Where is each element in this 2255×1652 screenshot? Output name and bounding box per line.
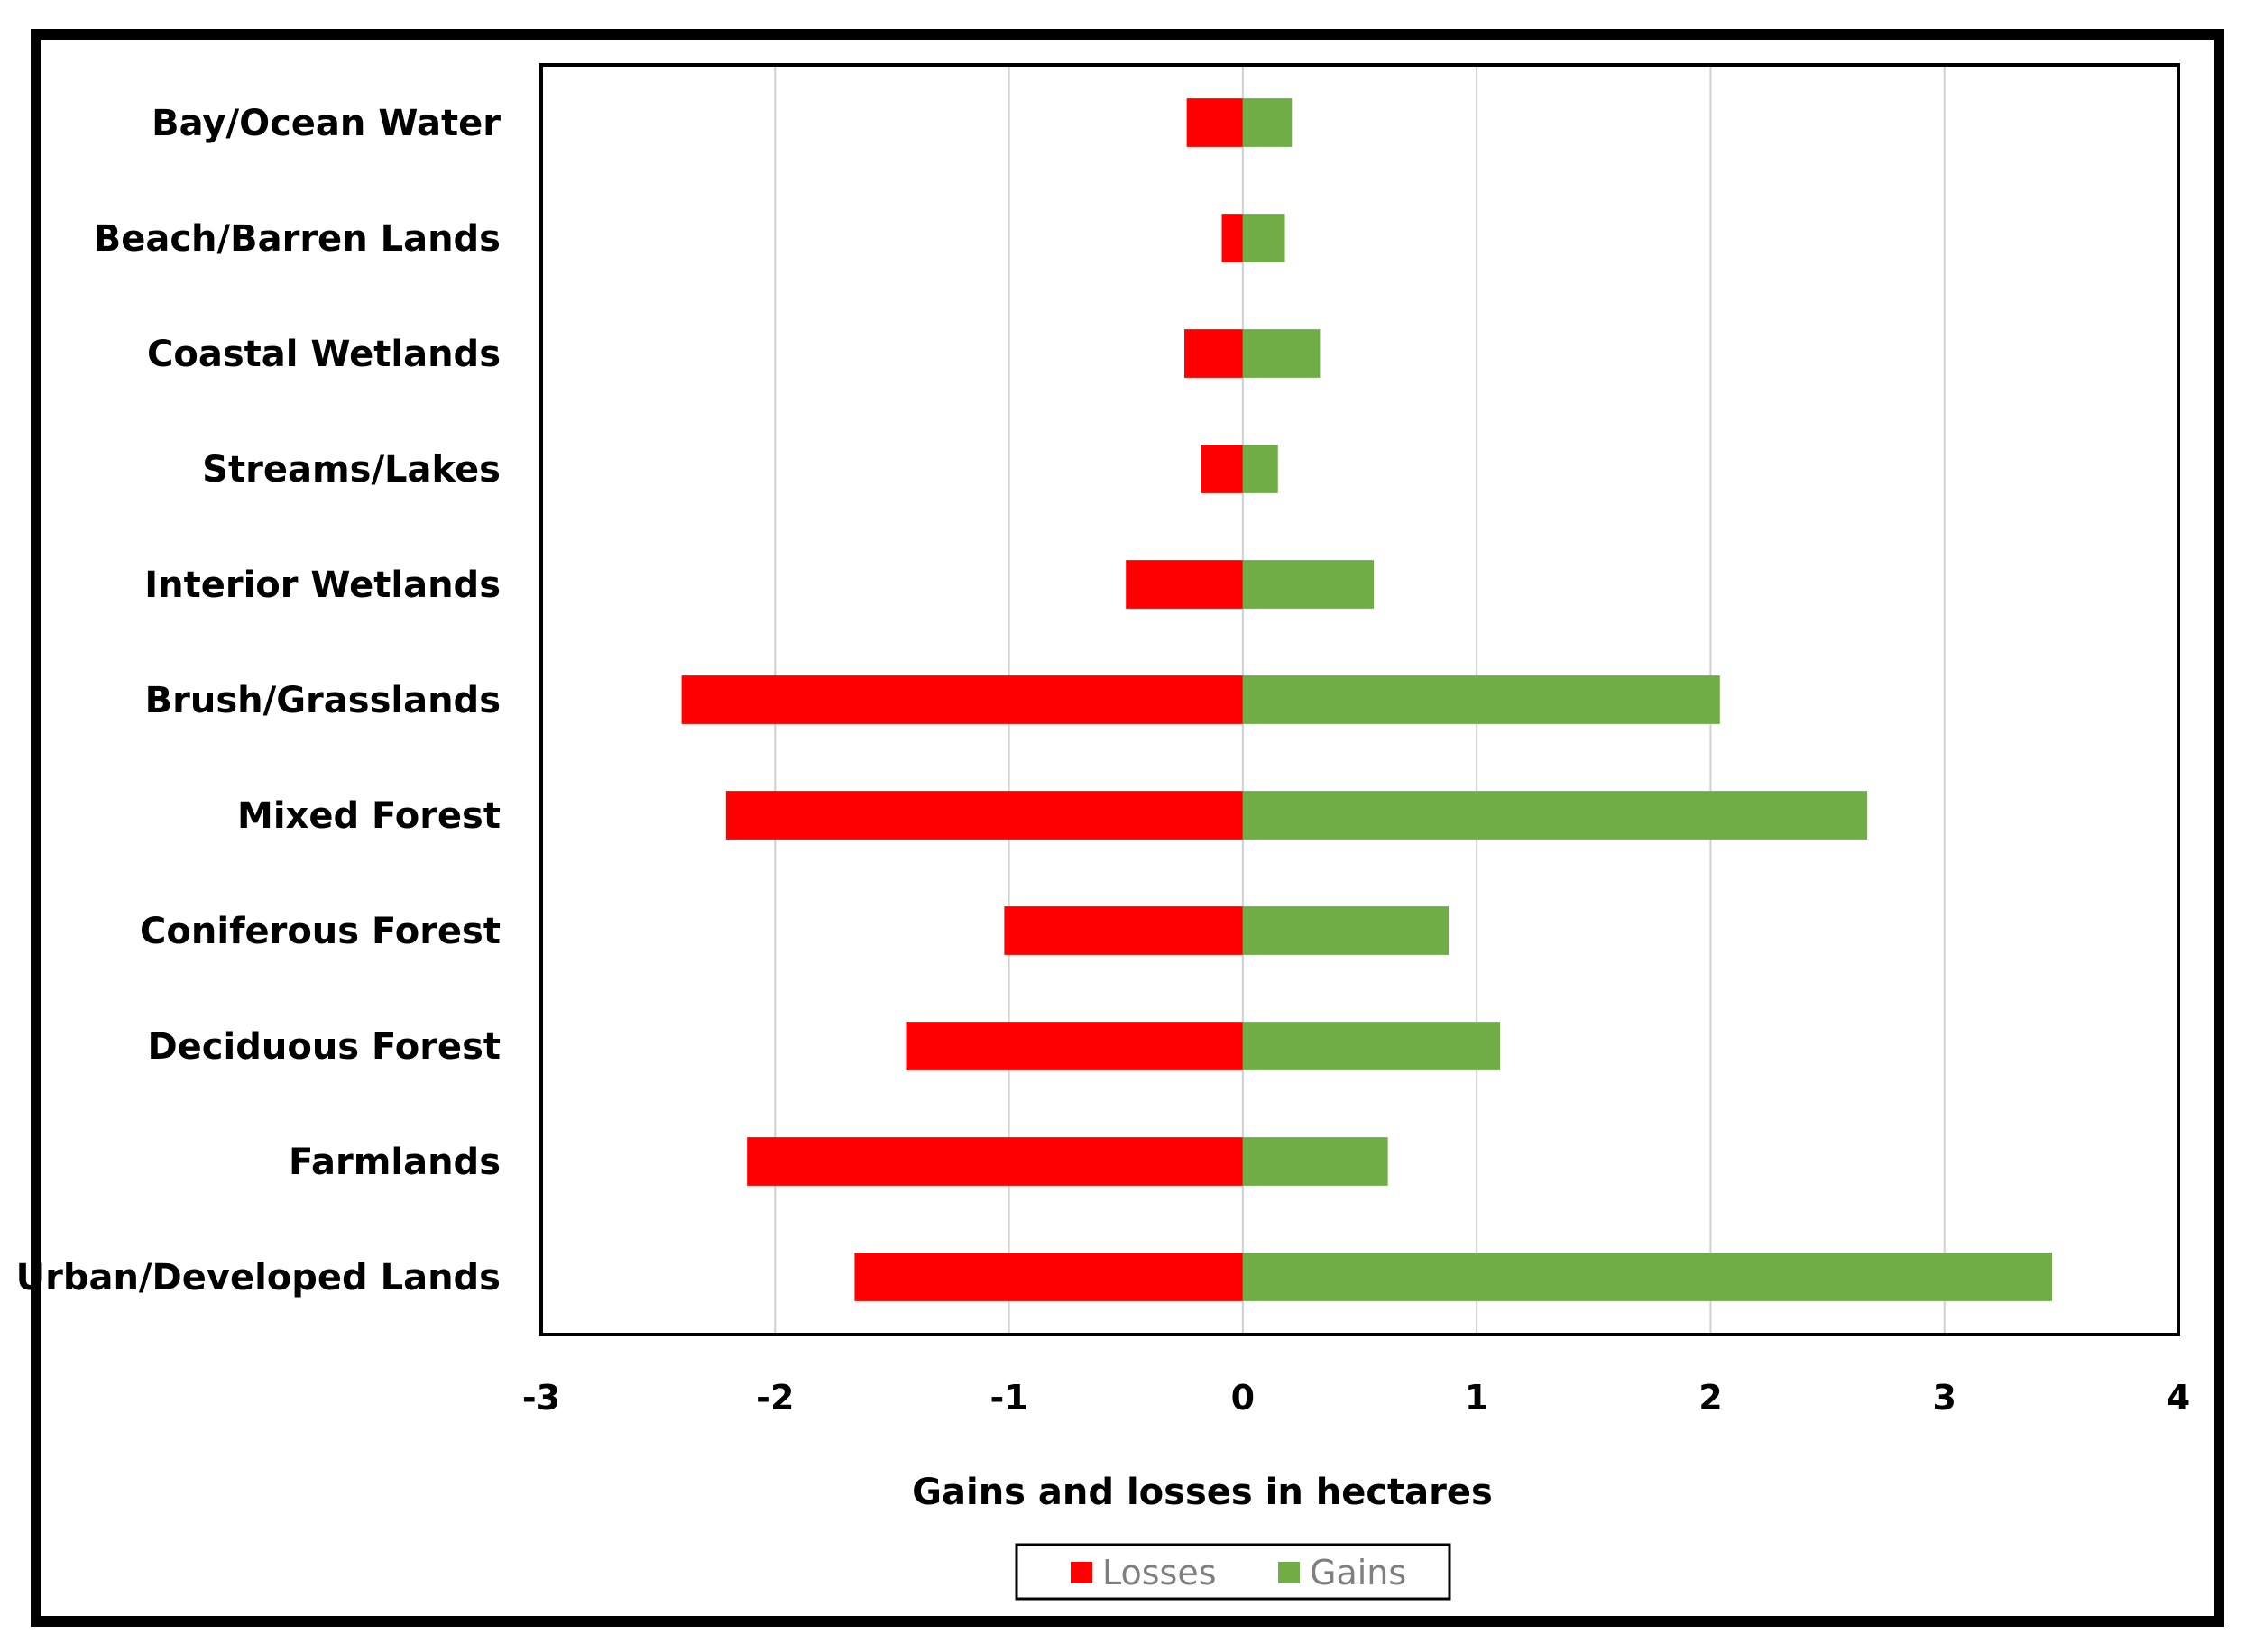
x-tick-label: 1 — [1465, 1378, 1488, 1418]
bar-gains — [1242, 906, 1450, 955]
category-label: Streams/Lakes — [202, 449, 501, 491]
category-label: Coastal Wetlands — [147, 334, 501, 375]
category-label: Coniferous Forest — [140, 911, 501, 952]
x-tick-label: 2 — [1698, 1378, 1722, 1418]
x-tick-labels: -3 -2 -1 0 1 2 3 4 — [522, 1378, 2190, 1418]
bar-losses — [906, 1022, 1243, 1070]
category-label: Farmlands — [289, 1142, 501, 1183]
x-tick-label: -1 — [989, 1378, 1027, 1418]
bar-gains — [1242, 560, 1375, 609]
bar-losses — [1184, 329, 1243, 378]
bars — [681, 98, 2052, 1301]
bar-gains — [1242, 1022, 1501, 1070]
bar-losses — [1126, 560, 1243, 609]
x-axis-title: Gains and losses in hectares — [912, 1472, 1493, 1513]
bar-losses — [1004, 906, 1243, 955]
bar-gains — [1242, 791, 1868, 840]
category-label: Mixed Forest — [237, 795, 501, 837]
legend-label-losses: Losses — [1102, 1553, 1217, 1592]
category-label: Beach/Barren Lands — [94, 218, 501, 260]
bar-losses — [1221, 214, 1243, 262]
bar-losses — [854, 1253, 1243, 1301]
bar-losses — [725, 791, 1243, 840]
bar-gains — [1242, 98, 1293, 147]
legend-swatch-losses — [1071, 1562, 1092, 1583]
category-label: Interior Wetlands — [144, 564, 501, 606]
bar-gains — [1242, 1137, 1388, 1186]
legend: Losses Gains — [1015, 1543, 1451, 1601]
bar-gains — [1242, 214, 1285, 262]
legend-label-gains: Gains — [1310, 1553, 1406, 1592]
bar-gains — [1242, 675, 1720, 724]
bar-losses — [747, 1137, 1243, 1186]
category-label: Urban/Developed Lands — [16, 1257, 501, 1299]
x-tick-label: -3 — [522, 1378, 560, 1418]
bar-losses — [1201, 445, 1243, 493]
category-label: Bay/Ocean Water — [152, 103, 501, 144]
x-tick-label: 0 — [1231, 1378, 1255, 1418]
legend-swatch-gains — [1278, 1562, 1300, 1583]
bar-gains — [1242, 329, 1321, 378]
bar-losses — [1186, 98, 1243, 147]
category-label: Deciduous Forest — [147, 1026, 501, 1068]
category-labels: Bay/Ocean Water Beach/Barren Lands Coastal… — [16, 103, 502, 1299]
bar-losses — [681, 675, 1243, 724]
category-label: Brush/Grasslands — [145, 680, 501, 721]
x-tick-label: -2 — [756, 1378, 794, 1418]
x-tick-label: 3 — [1932, 1378, 1956, 1418]
bar-gains — [1242, 445, 1278, 493]
plot-area-border — [539, 63, 2180, 1336]
bar-gains — [1242, 1253, 2052, 1301]
x-tick-label: 4 — [2167, 1378, 2190, 1418]
